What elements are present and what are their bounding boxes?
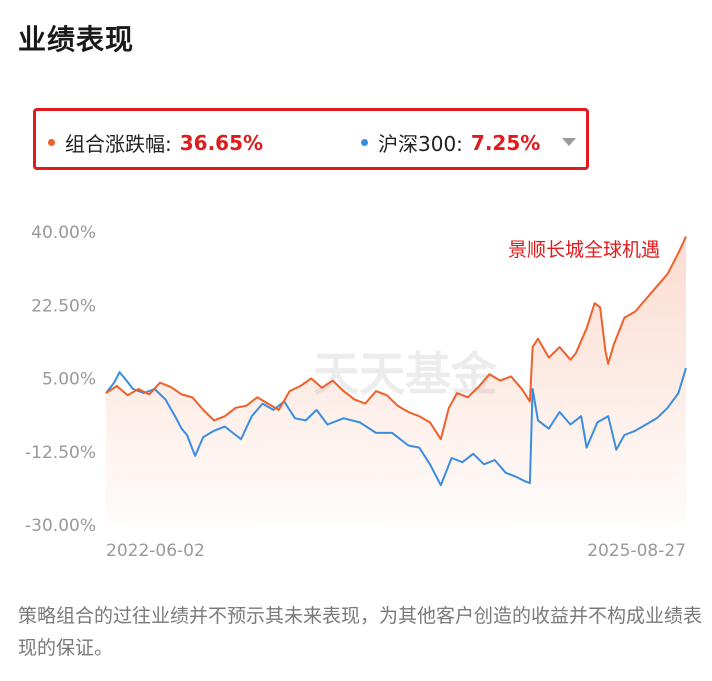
legend-index[interactable]: 沪深300: 7.25% — [361, 128, 540, 157]
y-tick-label: -12.50% — [25, 443, 96, 463]
page-title: 业绩表现 — [18, 23, 135, 56]
disclaimer-text: 策略组合的过往业绩并不预示其未来表现，为其他客户创造的收益并不构成业绩表现的保证… — [18, 605, 703, 659]
portfolio-value: 36.65% — [179, 130, 264, 155]
chart-annotation: 景顺长城全球机遇 — [508, 239, 660, 261]
index-dot-icon — [361, 139, 368, 146]
index-series-line — [105, 367, 687, 487]
index-label: 沪深300: — [378, 132, 463, 156]
y-tick-label: 5.00% — [42, 370, 96, 390]
x-tick-label: 2022-06-02 — [106, 541, 205, 561]
legend-portfolio[interactable]: 组合涨跌幅: 36.65% — [48, 128, 263, 157]
dropdown-caret-icon[interactable] — [562, 138, 576, 146]
portfolio-area-fill — [106, 236, 686, 525]
y-tick-label: -30.00% — [25, 516, 96, 536]
index-value: 7.25% — [470, 130, 541, 155]
y-tick-label: 40.00% — [31, 223, 96, 243]
x-tick-label: 2025-08-27 — [587, 541, 686, 561]
portfolio-label: 组合涨跌幅: — [65, 132, 172, 156]
portfolio-series-line — [105, 236, 687, 441]
y-tick-label: 22.50% — [31, 296, 96, 316]
legend-box[interactable]: 组合涨跌幅: 36.65% 沪深300: 7.25% — [33, 108, 589, 170]
portfolio-dot-icon — [48, 139, 55, 146]
